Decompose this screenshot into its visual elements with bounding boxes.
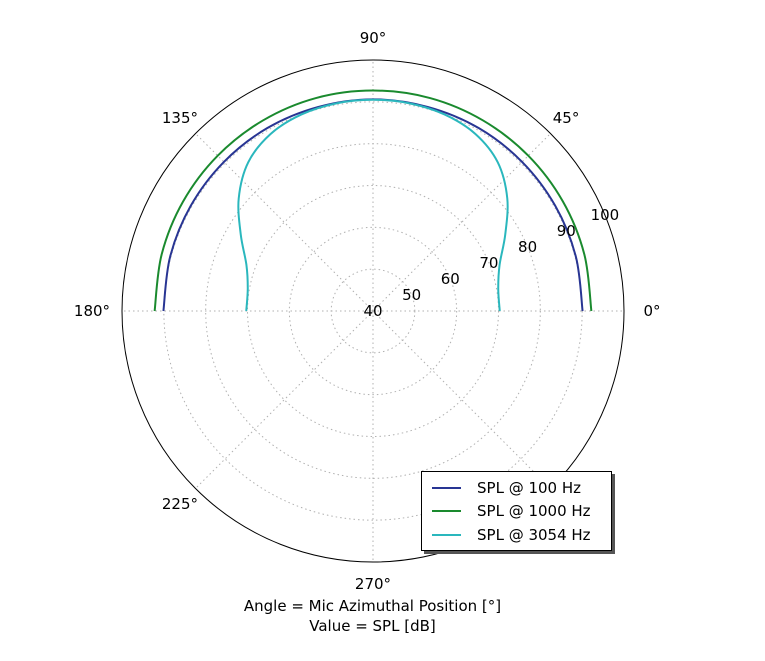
radial-tick-70: 70 — [479, 254, 498, 272]
legend-swatch-1000hz — [432, 510, 461, 512]
grid-circle-60 — [288, 226, 458, 396]
angle-tick-225: 225° — [162, 495, 198, 513]
polar-frame — [121, 59, 625, 563]
series-line-1 — [153, 89, 593, 312]
polar-grid — [122, 60, 624, 562]
angle-tick-90: 90° — [360, 29, 387, 47]
angle-tick-270: 270° — [355, 575, 391, 593]
angle-tick-0: 0° — [643, 302, 660, 320]
grid-circle-70 — [247, 185, 499, 437]
legend-label-1000hz: SPL @ 1000 Hz — [477, 502, 591, 520]
grid-spoke-225 — [195, 310, 374, 489]
radial-tick-80: 80 — [518, 238, 537, 256]
legend-label-100hz: SPL @ 100 Hz — [477, 479, 582, 497]
caption-angle: Angle = Mic Azimuthal Position [°] — [243, 597, 502, 615]
series-line-2 — [237, 98, 509, 312]
legend-swatch-3054hz — [432, 534, 461, 536]
legend-item-100hz: SPL @ 100 Hz — [422, 478, 611, 498]
radial-tick-90: 90 — [557, 222, 576, 240]
legend-label-3054hz: SPL @ 3054 Hz — [477, 526, 591, 544]
radial-tick-100: 100 — [591, 206, 620, 224]
grid-spoke-45 — [372, 133, 551, 312]
angle-tick-135: 135° — [162, 109, 198, 127]
legend: SPL @ 100 Hz SPL @ 1000 Hz SPL @ 3054 Hz — [421, 471, 612, 551]
legend-swatch-100hz — [432, 487, 461, 489]
tick-labels: 40 50 60 70 80 90 100 0° 45° 90° 135° 180° 225° 270° — [74, 29, 661, 593]
radial-tick-40: 40 — [363, 302, 382, 320]
radial-tick-60: 60 — [441, 270, 460, 288]
caption-value: Value = SPL [dB] — [309, 617, 436, 635]
legend-item-1000hz: SPL @ 1000 Hz — [422, 501, 611, 521]
grid-spoke-135 — [195, 133, 374, 312]
series-layer — [153, 89, 593, 312]
legend-item-3054hz: SPL @ 3054 Hz — [422, 525, 611, 545]
angle-tick-180: 180° — [74, 302, 110, 320]
angle-tick-45: 45° — [553, 109, 580, 127]
grid-spoke-315 — [372, 310, 551, 489]
radial-tick-50: 50 — [402, 286, 421, 304]
